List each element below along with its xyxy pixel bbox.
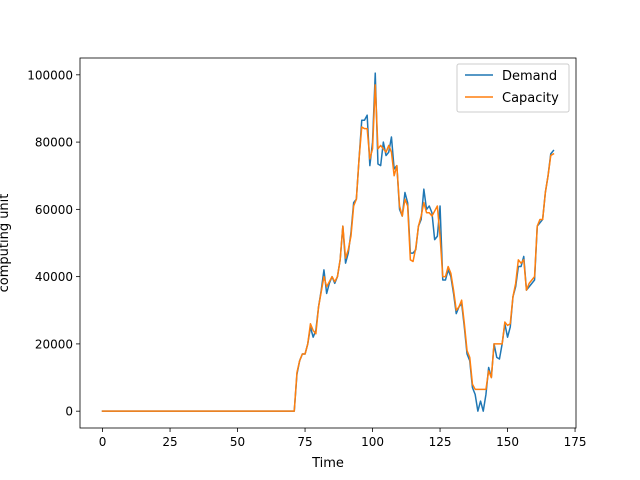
y-tick-label: 20000 [35, 337, 73, 351]
x-tick-label: 125 [429, 435, 452, 449]
legend-box [456, 63, 570, 113]
x-tick-label: 150 [496, 435, 519, 449]
y-tick-label: 80000 [35, 136, 73, 150]
x-tick-label: 75 [297, 435, 312, 449]
x-tick-label: 0 [99, 435, 107, 449]
y-tick-label: 0 [65, 405, 73, 419]
x-tick-label: 50 [230, 435, 245, 449]
y-tick-label: 100000 [27, 68, 73, 82]
y-tick-label: 60000 [35, 203, 73, 217]
legend-demand-label: Demand [502, 69, 557, 84]
legend-capacity-label: Capacity [502, 91, 559, 106]
x-axis-ticks: 0 25 50 75 100 125 150 175 [99, 428, 587, 449]
series-lines [101, 72, 555, 412]
y-tick-label: 40000 [35, 270, 73, 284]
x-tick-label: 175 [564, 435, 587, 449]
x-axis-label: Time [311, 456, 344, 471]
legend: Demand Capacity [456, 63, 570, 113]
y-axis-label: computing unit [0, 194, 12, 293]
plot-area-background [80, 58, 576, 428]
x-tick-label: 25 [162, 435, 177, 449]
y-axis-ticks: 0 20000 40000 60000 80000 100000 [27, 68, 80, 419]
series-line-capacity [101, 84, 555, 412]
plot-frame [79, 57, 577, 429]
x-tick-label: 100 [361, 435, 384, 449]
